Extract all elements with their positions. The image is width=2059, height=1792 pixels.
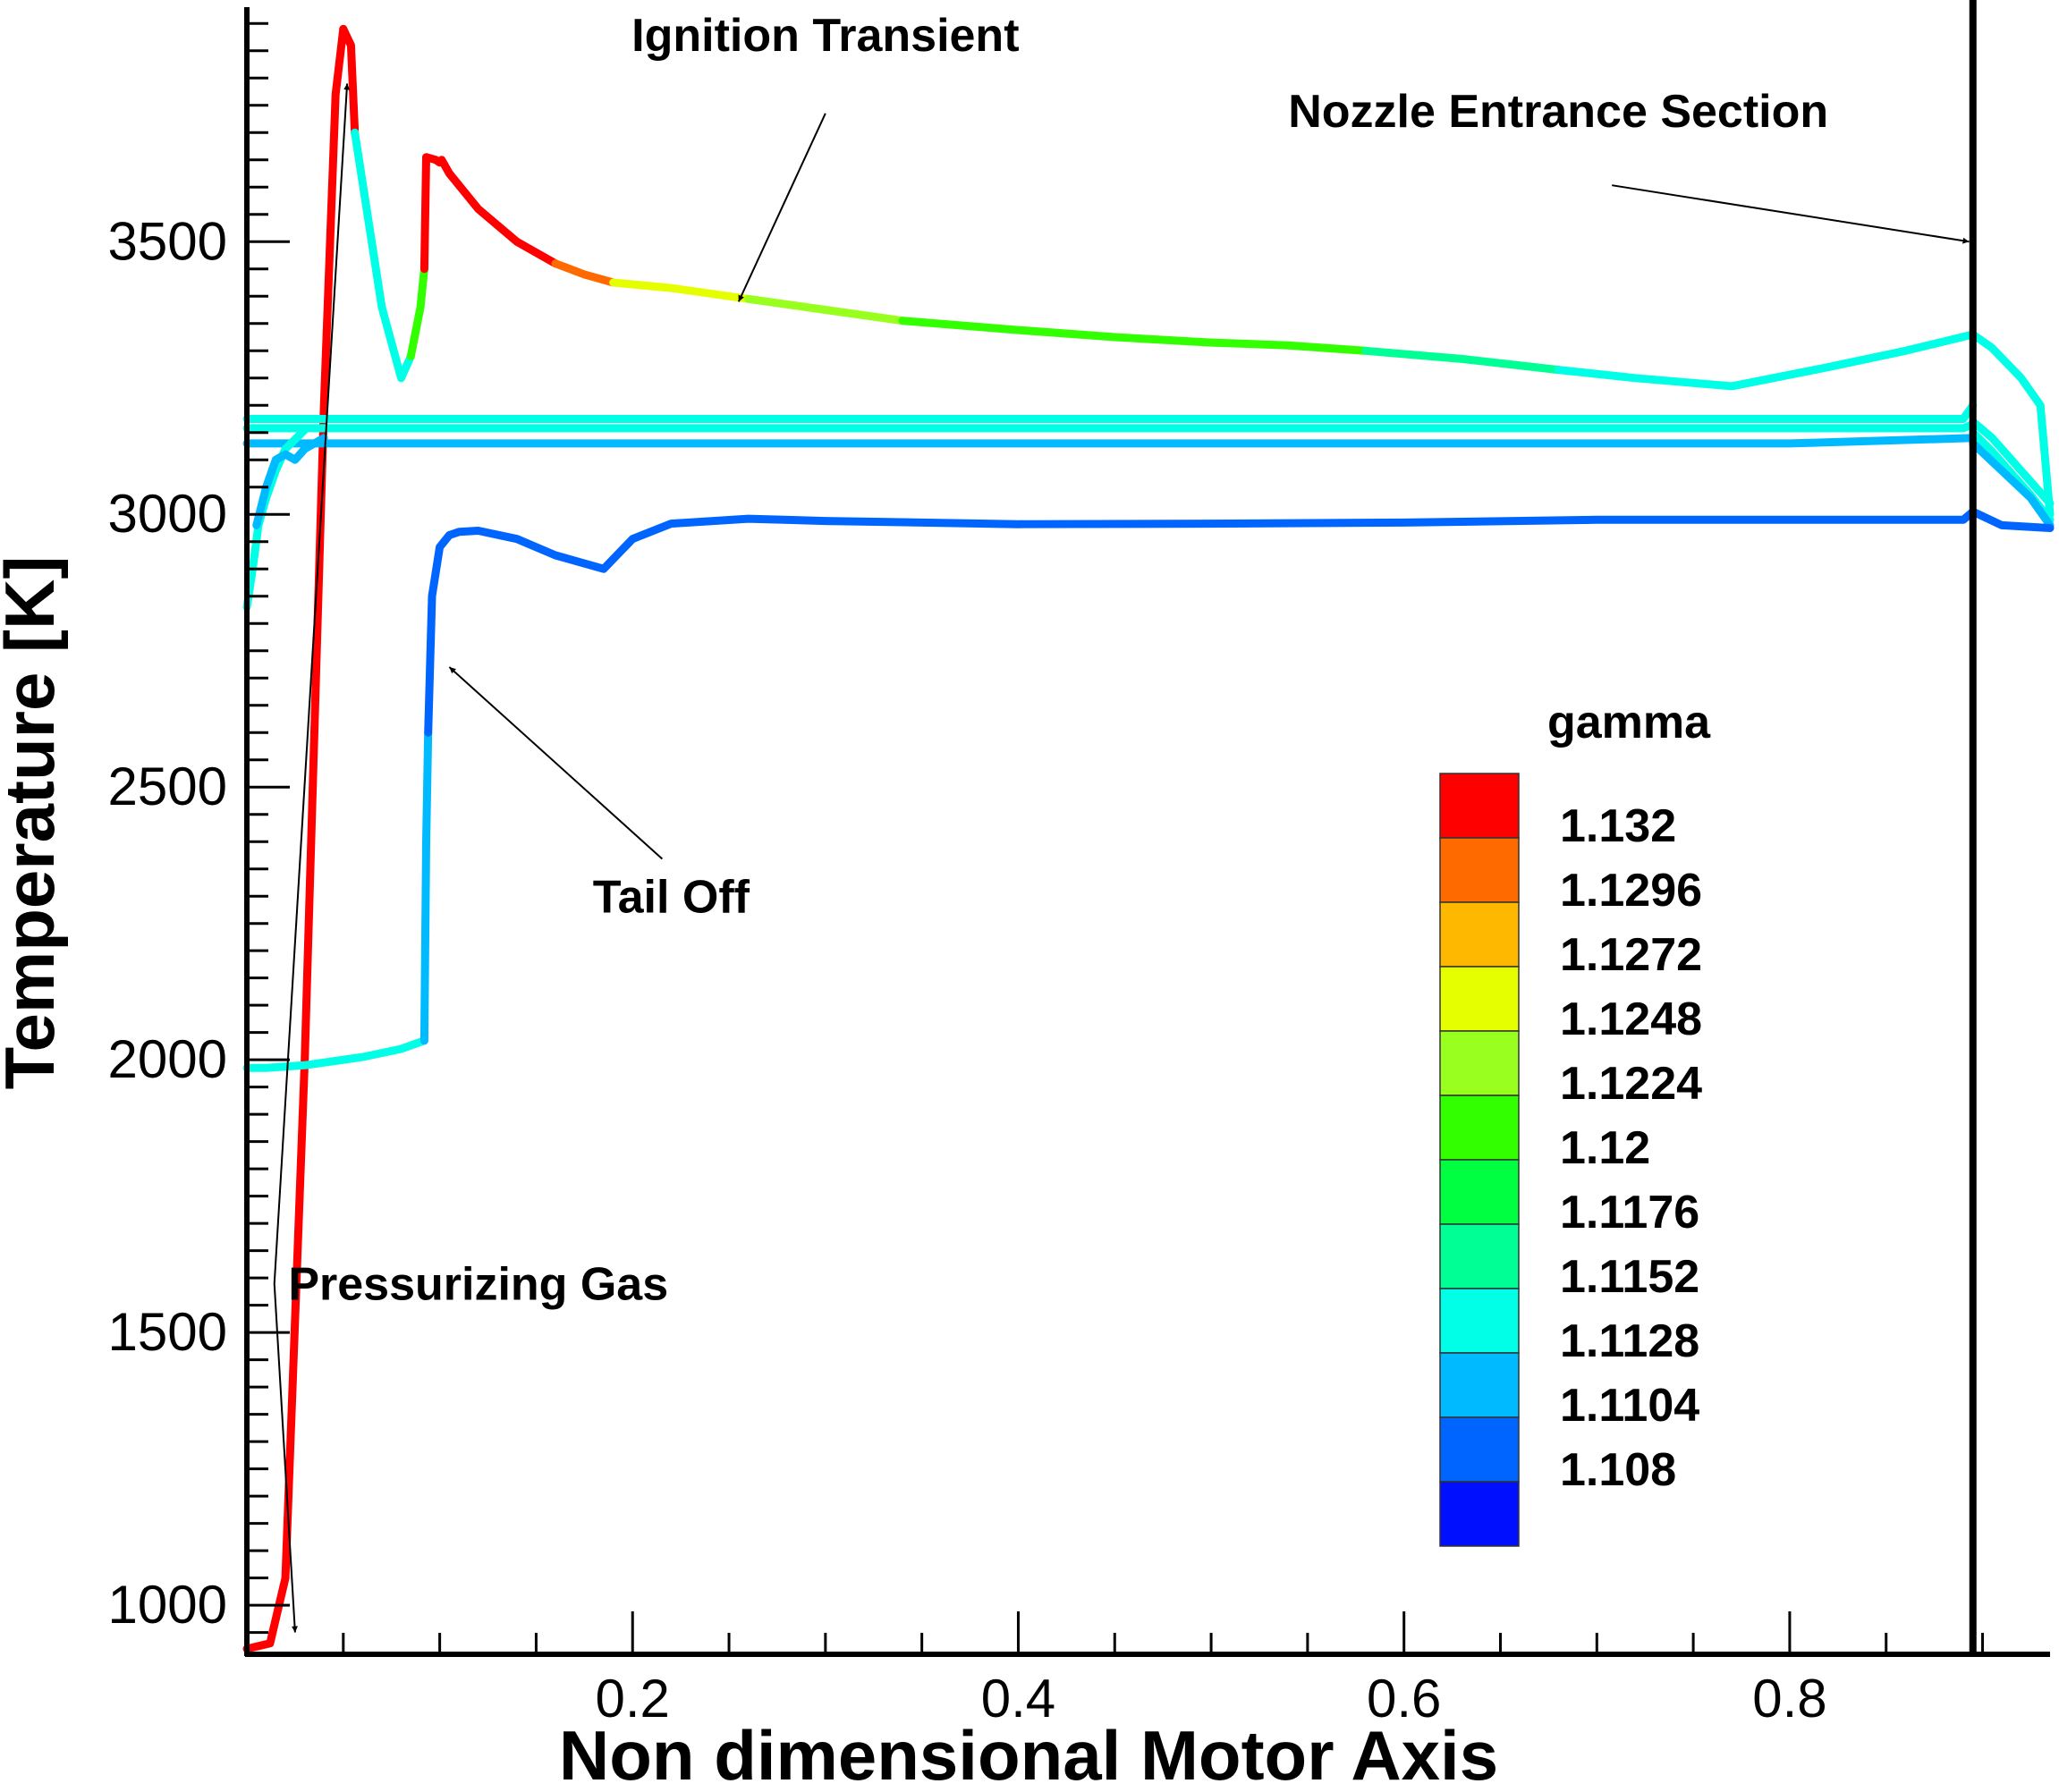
x-tick-label: 0.8 <box>1752 1669 1826 1729</box>
y-tick-label: 3000 <box>108 484 227 544</box>
legend-label: 1.108 <box>1560 1444 1676 1496</box>
series-line-7 <box>744 294 907 325</box>
annotation-arrow <box>737 113 826 302</box>
legend-swatch <box>1439 901 1520 968</box>
legend-label: 1.1152 <box>1560 1251 1699 1303</box>
legend-label: 1.1272 <box>1560 929 1702 981</box>
y-tick-label: 3500 <box>108 211 227 271</box>
series-line-16 <box>1969 439 2055 529</box>
series-line-12 <box>242 420 1978 433</box>
annotation-arrow <box>1612 184 1970 244</box>
y-tick-label: 2500 <box>108 757 227 816</box>
y-axis-label: Temperature [K] <box>0 556 69 1090</box>
legend-swatch <box>1439 773 1520 839</box>
y-tick-label: 1500 <box>108 1302 227 1362</box>
series-line-3 <box>406 265 428 360</box>
annotation-label-1: Nozzle Entrance Section <box>1288 86 1828 138</box>
annotation-label-3: Pressurizing Gas <box>288 1259 668 1311</box>
series-line-13 <box>242 434 1978 448</box>
series-line-0 <box>242 24 348 1653</box>
series-line-8 <box>898 317 1370 355</box>
series-layer <box>242 24 2055 1653</box>
annotation-arrow <box>448 666 664 860</box>
series-line-1 <box>339 24 360 137</box>
series-line-4 <box>419 153 560 274</box>
legend-label: 1.1248 <box>1560 993 1702 1045</box>
series-line-9 <box>1361 346 1563 375</box>
legend-swatch <box>1439 1223 1520 1289</box>
legend-swatch <box>1439 1030 1520 1096</box>
annotation-label-2: Tail Off <box>593 871 750 923</box>
legend-swatch <box>1439 1288 1520 1354</box>
legend-swatch <box>1439 837 1520 903</box>
series-line-11 <box>242 401 1978 423</box>
series-line-10 <box>1554 330 2055 519</box>
legend-label: 1.1176 <box>1560 1187 1699 1238</box>
legend: gamma 1.132 1.1296 1.1272 1.1248 1.1224 1.12 1.… <box>1439 697 1711 1547</box>
series-line-18 <box>252 434 328 529</box>
legend-swatch <box>1439 966 1520 1032</box>
annotation-arrow <box>273 83 351 1284</box>
series-line-6 <box>609 278 753 303</box>
x-axis-label: Non dimensional Motor Axis <box>559 1716 1498 1792</box>
x-tick-label: 0.2 <box>596 1669 670 1729</box>
legend-label: 1.1104 <box>1560 1380 1699 1432</box>
annotation-label-0: Ignition Transient <box>631 10 1019 62</box>
axes-layer: 1000 1500 2000 2500 3000 3500 0.2 0.4 0.6 0.8 <box>108 0 2050 1729</box>
legend-label: 1.132 <box>1560 800 1676 852</box>
series-line-5 <box>551 259 618 287</box>
series-line-2 <box>351 128 415 383</box>
legend-label: 1.12 <box>1560 1122 1650 1174</box>
y-tick-label: 1000 <box>108 1575 227 1635</box>
legend-label: 1.1128 <box>1560 1315 1699 1367</box>
series-line-20 <box>419 728 433 1045</box>
legend-swatch <box>1439 1352 1520 1418</box>
annotation-layer: Ignition Transient Nozzle Entrance Sectio… <box>273 10 1970 1633</box>
legend-swatch <box>1439 1159 1520 1225</box>
legend-swatch <box>1439 1416 1520 1483</box>
y-tick-label: 2000 <box>108 1029 227 1089</box>
x-tick-label: 0.6 <box>1367 1669 1441 1729</box>
series-line-14 <box>1969 418 2055 508</box>
legend-label: 1.1296 <box>1560 865 1702 917</box>
series-line-19 <box>242 1036 428 1072</box>
legend-title: gamma <box>1547 697 1711 748</box>
legend-swatch <box>1439 1095 1520 1161</box>
legend-swatch <box>1439 1481 1520 1547</box>
legend-label: 1.1224 <box>1560 1058 1702 1110</box>
annotation-arrow <box>273 1283 298 1633</box>
series-line-21 <box>424 507 2055 737</box>
x-tick-label: 0.4 <box>981 1669 1055 1729</box>
